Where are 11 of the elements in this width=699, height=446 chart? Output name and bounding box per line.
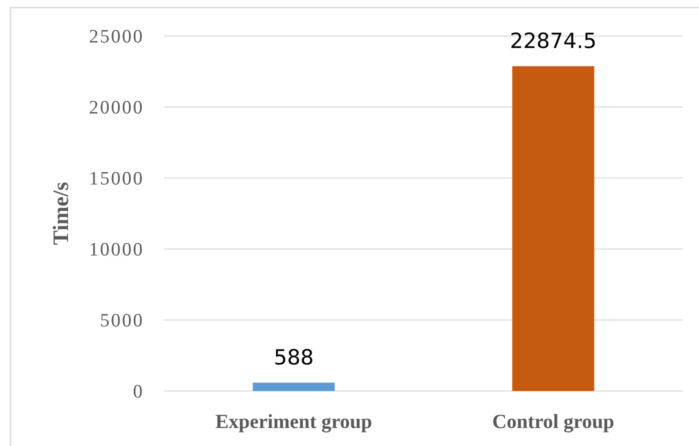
y-tick-label: 10000 — [89, 240, 144, 261]
x-tick-label: Experiment group — [215, 411, 372, 433]
y-tick-label: 5000 — [100, 310, 144, 332]
y-tick-label: 20000 — [89, 98, 144, 119]
data-label: 588 — [274, 346, 314, 370]
y-tick-label: 0 — [133, 382, 144, 403]
y-tick-label: 25000 — [89, 26, 144, 48]
y-tick-label: 15000 — [89, 168, 144, 190]
x-tick-label: Control group — [492, 411, 614, 433]
data-label: 22874.5 — [510, 29, 597, 54]
y-axis-title: Time/s — [48, 181, 73, 246]
